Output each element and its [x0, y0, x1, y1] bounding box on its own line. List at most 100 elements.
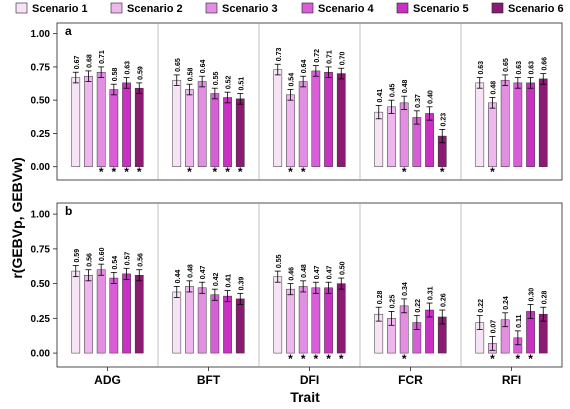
- data-label: 0.26: [440, 293, 447, 307]
- data-label: 0.58: [187, 67, 194, 81]
- legend-swatch: [491, 2, 504, 14]
- bar: [185, 286, 194, 354]
- bar: [134, 275, 144, 354]
- data-label: 0.55: [276, 254, 283, 268]
- significance-marker: *: [490, 165, 495, 179]
- y-tick-label: 1.00: [31, 29, 51, 40]
- bar: [311, 70, 321, 167]
- x-axis-categories: ADG BFT DFI FCR RFI: [94, 367, 521, 387]
- bar: [399, 102, 409, 167]
- legend-swatch: [15, 2, 28, 14]
- significance-marker: *: [238, 165, 243, 179]
- data-label: 0.59: [74, 249, 81, 263]
- data-label: 0.60: [99, 247, 106, 261]
- significance-marker: *: [402, 352, 407, 366]
- data-label: 0.54: [112, 256, 119, 270]
- bar: [122, 273, 131, 354]
- data-label: 0.65: [503, 58, 510, 72]
- bar: [172, 291, 182, 354]
- data-label: 0.47: [200, 265, 207, 279]
- bar: [122, 82, 131, 167]
- bar: [412, 117, 422, 167]
- panel-label: b: [65, 204, 72, 218]
- y-tick-label: 0.50: [31, 279, 51, 290]
- significance-marker: *: [402, 165, 407, 179]
- data-label: 0.41: [377, 89, 384, 103]
- data-label: 0.28: [377, 291, 384, 305]
- bar: [475, 82, 485, 167]
- significance-marker: *: [301, 352, 306, 366]
- data-label: 0.51: [238, 77, 245, 91]
- data-label: 0.63: [516, 61, 523, 75]
- bar: [273, 276, 283, 354]
- data-label: 0.48: [490, 81, 497, 95]
- data-label: 0.11: [516, 315, 523, 328]
- data-label: 0.64: [200, 59, 207, 73]
- data-label: 0.66: [541, 57, 548, 71]
- bar: [324, 287, 333, 354]
- legend-swatch: [205, 2, 218, 14]
- y-tick-label: 1.00: [31, 210, 51, 221]
- y-tick-label: 0.25: [31, 129, 51, 140]
- data-label: 0.30: [529, 288, 536, 302]
- significance-marker: *: [528, 352, 533, 366]
- bar: [336, 73, 346, 167]
- data-label: 0.50: [339, 261, 346, 275]
- y-tick-label: 0.00: [31, 162, 51, 173]
- data-label: 0.39: [238, 277, 245, 291]
- legend-label: Scenario 6: [508, 3, 564, 15]
- significance-marker: *: [314, 352, 319, 366]
- data-label: 0.67: [74, 55, 81, 69]
- bar: [488, 102, 497, 167]
- significance-marker: *: [339, 352, 344, 366]
- significance-marker: *: [213, 165, 218, 179]
- data-label: 0.34: [402, 282, 409, 296]
- data-label: 0.54: [288, 73, 295, 87]
- data-label: 0.23: [440, 113, 447, 127]
- data-label: 0.25: [389, 295, 396, 309]
- data-label: 0.59: [137, 66, 144, 80]
- data-label: 0.07: [490, 320, 497, 334]
- significance-marker: *: [99, 165, 104, 179]
- bar: [172, 79, 182, 167]
- legend-label: Scenario 5: [413, 3, 469, 15]
- panel-frame: [56, 22, 563, 181]
- bar: [109, 89, 119, 167]
- x-tick-label: RFI: [502, 373, 521, 387]
- bar: [387, 106, 396, 167]
- significance-marker: *: [288, 352, 293, 366]
- bar: [513, 82, 523, 167]
- bar: [223, 97, 232, 167]
- bar: [311, 287, 321, 354]
- data-label: 0.41: [226, 274, 233, 288]
- significance-marker: *: [490, 352, 495, 366]
- panel-a: a 1.00 0.75 0.50 0.25 0.00 0.67 0.68 0.71 * 0.58 * 0…: [31, 22, 563, 181]
- data-label: 0.64: [301, 59, 308, 73]
- data-label: 0.56: [86, 253, 93, 267]
- data-label: 0.55: [213, 71, 220, 85]
- bar: [197, 287, 207, 354]
- data-label: 0.71: [99, 50, 106, 64]
- significance-marker: *: [301, 165, 306, 179]
- legend-swatch: [110, 2, 123, 14]
- data-label: 0.48: [301, 264, 308, 278]
- significance-marker: *: [187, 165, 192, 179]
- bar: [71, 270, 81, 354]
- panel-b: b 1.00 0.75 0.50 0.25 0.00 0.59 0.56 0.60 0.54 0.5…: [31, 202, 563, 368]
- data-label: 0.40: [428, 90, 435, 104]
- bar: [235, 98, 245, 167]
- bar: [185, 89, 194, 167]
- data-label: 0.48: [402, 79, 409, 93]
- data-label: 0.72: [314, 49, 321, 63]
- x-axis-label: Trait: [290, 389, 320, 405]
- data-label: 0.57: [125, 252, 132, 266]
- data-label: 0.24: [503, 296, 510, 310]
- legend-label: Scenario 1: [32, 3, 88, 15]
- data-label: 0.28: [541, 291, 548, 305]
- bar: [286, 94, 295, 167]
- bar: [298, 286, 308, 354]
- data-label: 0.42: [213, 272, 220, 286]
- bar: [223, 295, 232, 354]
- significance-marker: *: [137, 165, 142, 179]
